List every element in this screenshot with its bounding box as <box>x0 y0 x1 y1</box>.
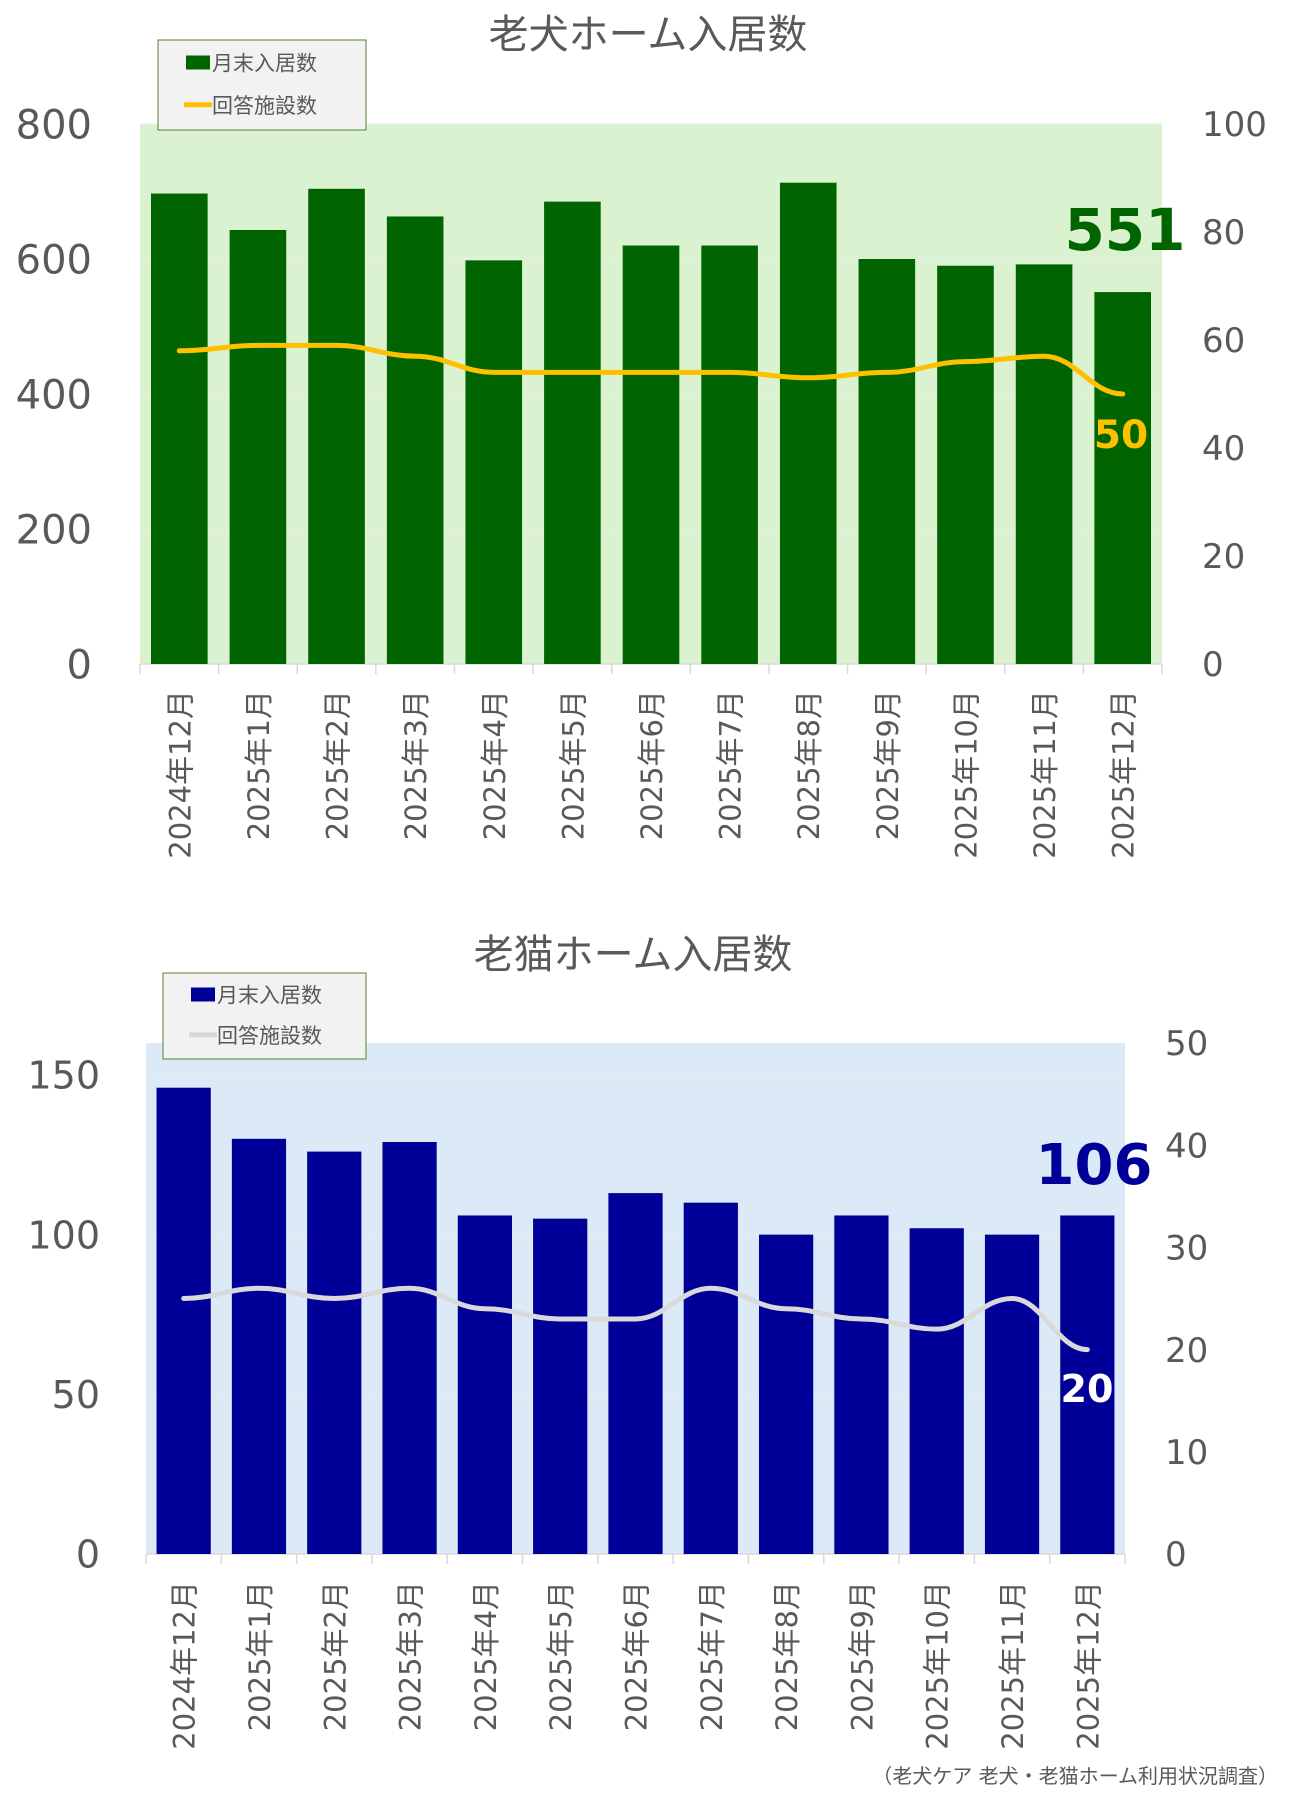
bar <box>683 1202 738 1554</box>
bar <box>156 1087 211 1554</box>
bar <box>307 1151 362 1554</box>
legend-label-bars: 月末入居数 <box>212 52 317 76</box>
last-bar-value-label: 106 <box>1036 1133 1153 1198</box>
bar <box>701 245 758 664</box>
bar <box>779 182 837 664</box>
last-bar-value-label: 551 <box>1064 196 1185 264</box>
y-right-tick-label: 50 <box>1165 1024 1208 1064</box>
bar <box>858 259 916 664</box>
last-line-value-label: 50 <box>1094 413 1148 458</box>
bar <box>1060 1215 1115 1554</box>
bar <box>608 1193 663 1554</box>
x-tick-label: 2025年8月 <box>792 690 826 840</box>
y-left-tick-label: 600 <box>16 237 92 283</box>
bar <box>382 1142 437 1554</box>
bar <box>622 245 680 664</box>
x-tick-label: 2025年4月 <box>469 1581 503 1731</box>
y-left-tick-label: 400 <box>16 372 92 418</box>
x-tick-label: 2024年12月 <box>163 690 197 859</box>
x-tick-label: 2025年10月 <box>949 690 983 859</box>
chart-title: 老犬ホーム入居数 <box>489 12 808 58</box>
x-tick-label: 2025年7月 <box>695 1581 729 1731</box>
x-tick-label: 2025年10月 <box>921 1581 955 1750</box>
y-left-tick-label: 0 <box>76 1533 100 1577</box>
bar <box>151 193 208 664</box>
x-tick-label: 2025年8月 <box>770 1581 804 1731</box>
bar <box>984 1234 1040 1554</box>
y-left-tick-label: 100 <box>27 1213 100 1257</box>
x-tick-label: 2025年2月 <box>318 1581 352 1731</box>
y-right-tick-label: 40 <box>1165 1126 1208 1166</box>
legend-label-line: 回答施設数 <box>217 1024 322 1048</box>
x-tick-label: 2025年9月 <box>871 690 905 840</box>
y-right-tick-label: 60 <box>1202 321 1245 361</box>
bar <box>465 260 523 664</box>
x-tick-label: 2025年12月 <box>1107 690 1141 859</box>
bar <box>231 1138 287 1554</box>
legend-box <box>157 39 367 131</box>
legend-bar-swatch <box>191 987 215 1002</box>
y-right-tick-label: 10 <box>1165 1433 1208 1473</box>
chart-title: 老猫ホーム入居数 <box>474 932 793 978</box>
bar <box>457 1215 512 1554</box>
y-right-tick-label: 0 <box>1202 645 1224 685</box>
y-right-tick-label: 30 <box>1165 1229 1208 1269</box>
x-tick-label: 2025年9月 <box>845 1581 879 1731</box>
x-tick-label: 2025年6月 <box>620 1581 654 1731</box>
y-right-tick-label: 40 <box>1202 429 1245 469</box>
x-tick-label: 2025年7月 <box>714 690 748 840</box>
y-left-tick-label: 150 <box>27 1054 100 1098</box>
legend-bar-swatch <box>186 55 210 70</box>
y-left-tick-label: 50 <box>52 1373 100 1417</box>
bar <box>386 216 444 664</box>
y-right-tick-label: 20 <box>1165 1331 1208 1371</box>
source-note: （老犬ケア 老犬・老猫ホーム利用状況調査） <box>872 1764 1278 1788</box>
bar <box>909 1228 964 1554</box>
x-tick-label: 2025年5月 <box>544 1581 578 1731</box>
bar <box>229 229 287 664</box>
x-tick-label: 2025年11月 <box>1028 690 1062 859</box>
x-tick-label: 2025年2月 <box>321 690 355 840</box>
x-tick-label: 2025年4月 <box>478 690 512 840</box>
x-tick-label: 2025年5月 <box>556 690 590 840</box>
legend-label-line: 回答施設数 <box>212 94 317 118</box>
bar <box>1094 292 1151 664</box>
legend-label-bars: 月末入居数 <box>217 984 322 1008</box>
x-tick-label: 2024年12月 <box>168 1581 202 1750</box>
legend-box <box>162 972 367 1060</box>
y-right-tick-label: 20 <box>1202 537 1245 577</box>
x-tick-label: 2025年12月 <box>1071 1581 1105 1750</box>
x-tick-label: 2025年1月 <box>242 690 276 840</box>
y-right-tick-label: 0 <box>1165 1535 1187 1575</box>
bar <box>834 1215 889 1554</box>
x-tick-label: 2025年3月 <box>394 1581 428 1731</box>
x-tick-label: 2025年6月 <box>635 690 669 840</box>
chart-1: 老犬ホーム入居数 0 200 400 600 800 0 20 40 60 80 100 2024年12… <box>16 12 1267 859</box>
bar <box>533 1218 588 1554</box>
bar <box>759 1234 814 1554</box>
x-tick-label: 2025年11月 <box>996 1581 1030 1750</box>
bar <box>308 188 365 665</box>
chart-2: 老猫ホーム入居数 0 50 100 150 0 10 20 30 40 50 2024年12月 2025… <box>27 932 1208 1750</box>
last-line-value-label: 20 <box>1061 1367 1114 1411</box>
bar <box>544 201 601 664</box>
x-tick-label: 2025年1月 <box>243 1581 277 1731</box>
y-right-tick-label: 100 <box>1202 105 1267 145</box>
x-tick-label: 2025年3月 <box>399 690 433 840</box>
bar <box>937 265 994 664</box>
y-right-tick-label: 80 <box>1202 213 1245 253</box>
y-left-tick-label: 200 <box>16 507 92 553</box>
bar <box>1015 264 1073 664</box>
y-left-tick-label: 800 <box>16 102 92 148</box>
y-left-tick-label: 0 <box>67 642 92 688</box>
